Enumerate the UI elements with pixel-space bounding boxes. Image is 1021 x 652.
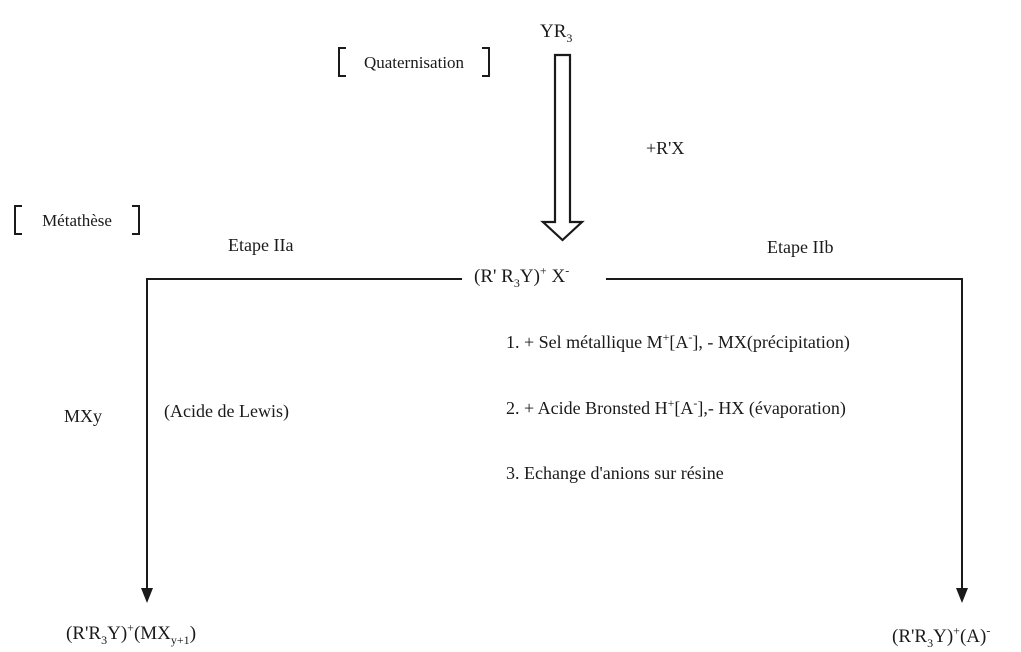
step-metathese-label: Métathèse bbox=[42, 211, 112, 230]
branch-right-arrowhead bbox=[956, 588, 968, 603]
branch-left-arrowhead bbox=[141, 588, 153, 603]
left-reagent-note: (Acide de Lewis) bbox=[164, 401, 289, 421]
branch-right-line bbox=[606, 278, 963, 590]
product-right: (R'R3Y)+(A)- bbox=[892, 623, 991, 650]
product-left: (R'R3Y)+(MXy+1) bbox=[66, 620, 197, 647]
branch-left-label: Etape IIa bbox=[228, 235, 294, 255]
quaternisation-arrow bbox=[540, 53, 585, 242]
branch-left-line bbox=[146, 278, 462, 590]
option-metal-salt: 1. + Sel métallique M+[A-], - MX(précipi… bbox=[506, 330, 850, 352]
step-quaternisation-box: Quaternisation bbox=[338, 47, 490, 77]
reagent-yr3: YR3 bbox=[540, 21, 573, 45]
option-anion-exchange: 3. Echange d'anions sur résine bbox=[506, 463, 724, 483]
step-quaternisation-label: Quaternisation bbox=[363, 53, 465, 72]
branch-right-label: Etape IIb bbox=[767, 237, 834, 257]
step-metathese-box: Métathèse bbox=[14, 205, 140, 235]
reagent-rx: +R'X bbox=[646, 138, 685, 158]
option-bronsted-acid: 2. + Acide Bronsted H+[A-],- HX (évapora… bbox=[506, 396, 846, 418]
intermediate-salt: (R' R3Y)+ X- bbox=[474, 263, 570, 290]
left-reagent-mxy: MXy bbox=[64, 406, 103, 426]
